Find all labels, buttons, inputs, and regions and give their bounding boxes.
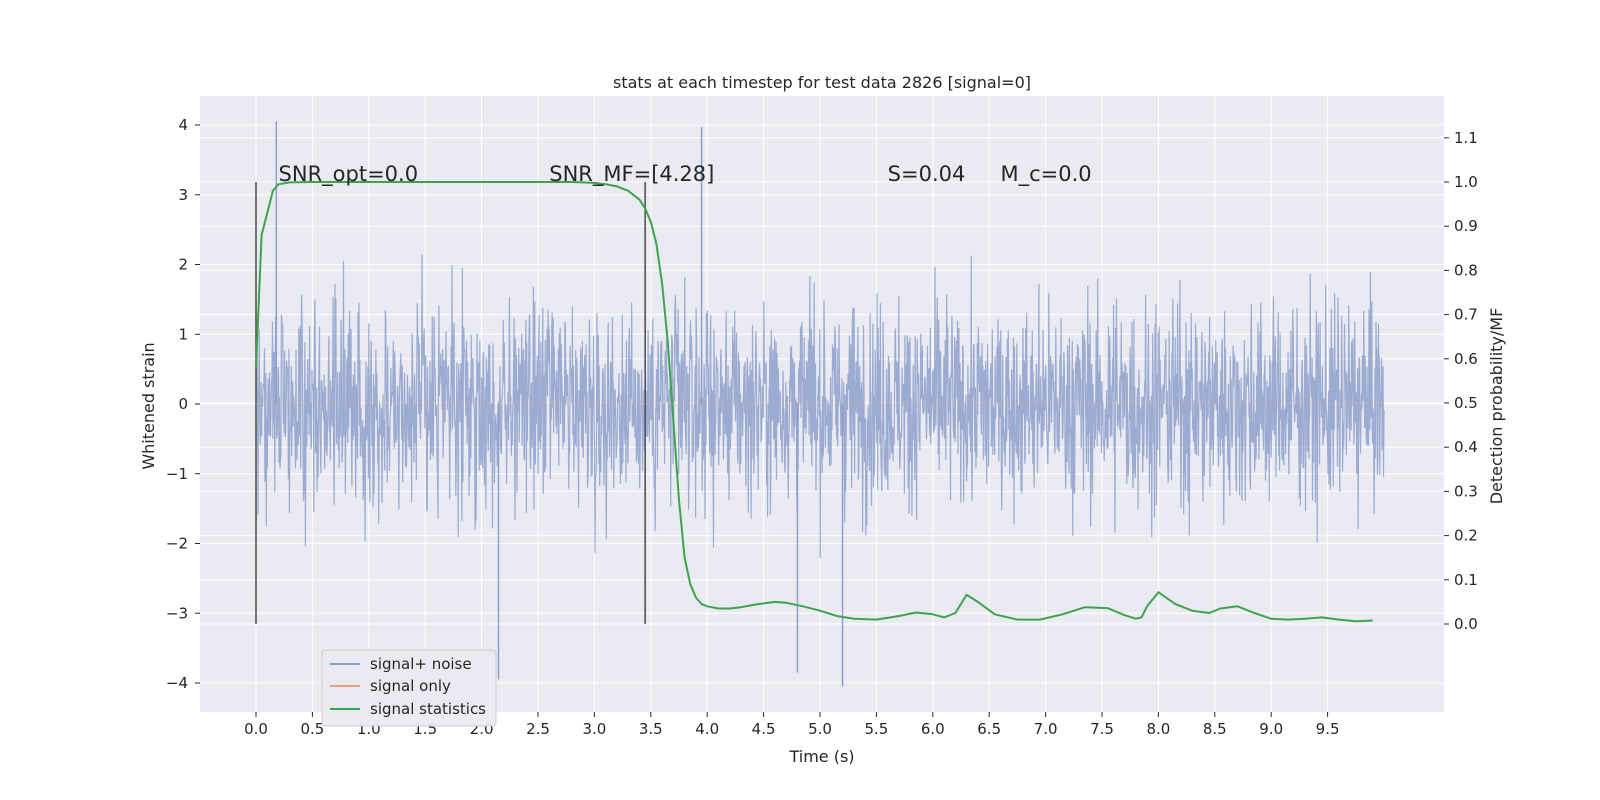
legend: signal+ noise signal only signal statist… xyxy=(321,649,497,727)
x-tick-label: 4.5 xyxy=(752,720,776,738)
y-tick-label: 0 xyxy=(178,395,188,413)
x-tick-label: 0.0 xyxy=(244,720,268,738)
y2-tick-label: 0.2 xyxy=(1454,527,1478,545)
vertical-markers xyxy=(255,182,646,624)
y2-tick-label: 0.9 xyxy=(1454,217,1478,235)
annotation-1: SNR_MF=[4.28] xyxy=(549,162,714,187)
y-tick-label: −3 xyxy=(166,604,188,622)
x-axis-label: Time (s) xyxy=(788,747,854,766)
x-tick-label: 2.5 xyxy=(526,720,550,738)
annotations: SNR_opt=0.0 SNR_MF=[4.28] S=0.04 M_c=0.0 xyxy=(279,162,1092,187)
legend-label-signal-noise: signal+ noise xyxy=(370,655,472,673)
y-tick-label: 4 xyxy=(178,116,188,134)
y-tick-label: 1 xyxy=(178,325,188,343)
y2-axis-ticks: 1.1 1.0 0.9 0.8 0.7 0.6 0.5 0.4 0.3 0.2 0.1 0.0 xyxy=(1444,129,1478,633)
annotation-0: SNR_opt=0.0 xyxy=(279,162,419,187)
x-tick-label: 5.0 xyxy=(808,720,832,738)
y-tick-label: −4 xyxy=(166,674,188,692)
y2-tick-label: 0.1 xyxy=(1454,571,1478,589)
statistics-line xyxy=(255,181,1373,623)
series-signal-statistics xyxy=(255,181,1373,623)
annotation-3: M_c=0.0 xyxy=(1000,162,1091,187)
y2-tick-label: 0.5 xyxy=(1454,394,1478,412)
x-tick-label: 5.5 xyxy=(864,720,888,738)
x-tick-label: 9.0 xyxy=(1259,720,1283,738)
y-tick-label: −1 xyxy=(166,465,188,483)
y-axis-ticks: 4 3 2 1 0 −1 −2 −3 −4 xyxy=(166,116,200,692)
y2-tick-label: 1.0 xyxy=(1454,173,1478,191)
chart-title: stats at each timestep for test data 282… xyxy=(613,73,1031,92)
x-tick-label: 8.5 xyxy=(1203,720,1227,738)
y-axis-label: Whitened strain xyxy=(139,342,158,469)
legend-label-signal-statistics: signal statistics xyxy=(370,700,486,718)
x-tick-label: 3.5 xyxy=(639,720,663,738)
x-tick-label: 6.5 xyxy=(977,720,1001,738)
y-tick-label: 3 xyxy=(178,186,188,204)
y2-axis-label: Detection probability/MF xyxy=(1487,308,1506,505)
legend-box xyxy=(321,649,497,727)
x-tick-label: 7.0 xyxy=(1034,720,1058,738)
x-tick-label: 7.5 xyxy=(1090,720,1114,738)
x-tick-label: 6.0 xyxy=(921,720,945,738)
noise-trace xyxy=(255,254,1385,558)
legend-label-signal-only: signal only xyxy=(370,677,451,695)
y-tick-label: −2 xyxy=(166,535,188,553)
x-tick-label: 9.5 xyxy=(1316,720,1340,738)
y2-tick-label: 0.8 xyxy=(1454,261,1478,279)
x-tick-label: 8.0 xyxy=(1146,720,1170,738)
series-signal-noise xyxy=(255,121,1385,687)
x-axis-ticks: 0.0 0.5 1.0 1.5 2.0 2.5 3.0 3.5 4.0 4.5 5.0 5.5 6.0 6… xyxy=(244,712,1340,738)
x-tick-label: 3.0 xyxy=(582,720,606,738)
y2-tick-label: 0.6 xyxy=(1454,350,1478,368)
y2-tick-label: 0.4 xyxy=(1454,438,1478,456)
y2-tick-label: 1.1 xyxy=(1454,129,1478,147)
x-tick-label: 0.5 xyxy=(300,720,324,738)
x-tick-label: 4.0 xyxy=(695,720,719,738)
annotation-2: S=0.04 xyxy=(888,162,966,186)
y2-tick-label: 0.0 xyxy=(1454,615,1478,633)
y2-tick-label: 0.3 xyxy=(1454,482,1478,500)
y2-tick-label: 0.7 xyxy=(1454,306,1478,324)
y-tick-label: 2 xyxy=(178,256,188,274)
